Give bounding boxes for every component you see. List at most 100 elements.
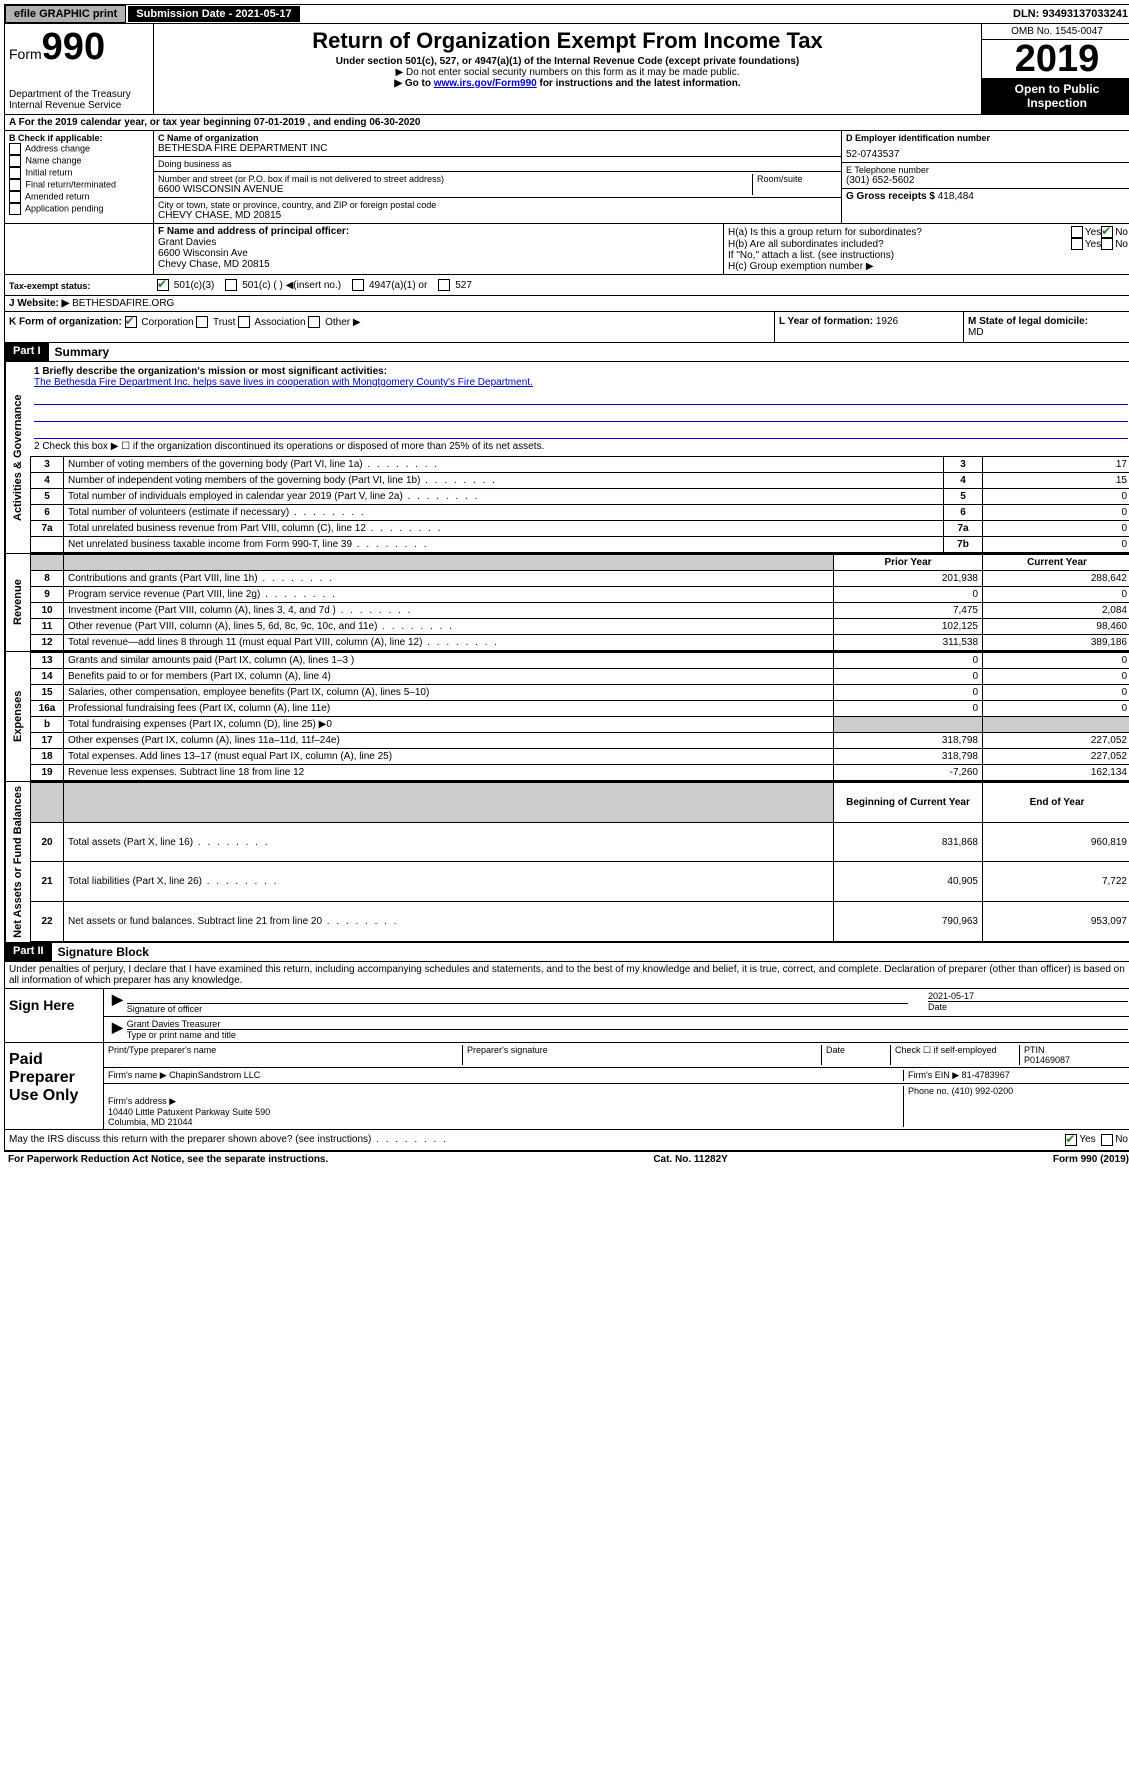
paid-preparer-block: Paid Preparer Use Only Print/Type prepar… bbox=[4, 1043, 1129, 1130]
date-label: Date bbox=[928, 1002, 1128, 1012]
tax-status-checkbox[interactable] bbox=[352, 279, 364, 291]
arrow-icon2: ▶ bbox=[108, 1019, 127, 1040]
no-label: No bbox=[1115, 227, 1128, 238]
checkbox[interactable] bbox=[9, 167, 21, 179]
org-form-checkbox[interactable] bbox=[308, 316, 320, 328]
label-phone: E Telephone number bbox=[846, 165, 1128, 175]
footer-left: For Paperwork Reduction Act Notice, see … bbox=[8, 1154, 328, 1165]
line-desc: Total liabilities (Part X, line 26) bbox=[64, 862, 834, 902]
line-num: 17 bbox=[31, 733, 64, 749]
line1-label: 1 Briefly describe the organization's mi… bbox=[34, 366, 1128, 377]
line-desc: Total expenses. Add lines 13–17 (must eq… bbox=[64, 749, 834, 765]
line-num: 14 bbox=[31, 669, 64, 685]
line-prior: 831,868 bbox=[834, 822, 983, 862]
part1-header-row: Part I Summary bbox=[4, 343, 1129, 362]
line-box: 7b bbox=[944, 537, 983, 553]
box-b-item: Initial return bbox=[9, 167, 149, 179]
discuss-no-checkbox[interactable] bbox=[1101, 1134, 1113, 1146]
line-num: 15 bbox=[31, 685, 64, 701]
line-prior bbox=[834, 717, 983, 733]
ptin-label: PTIN bbox=[1024, 1045, 1124, 1055]
hdr-blank bbox=[31, 783, 64, 823]
part2-title: Signature Block bbox=[52, 943, 155, 961]
line-val: 17 bbox=[983, 457, 1129, 473]
header-center: Return of Organization Exempt From Incom… bbox=[154, 24, 981, 114]
perjury-statement: Under penalties of perjury, I declare th… bbox=[4, 962, 1129, 989]
org-name: BETHESDA FIRE DEPARTMENT INC bbox=[158, 143, 837, 154]
discuss-yes: Yes bbox=[1079, 1134, 1095, 1146]
org-form-checkbox[interactable] bbox=[238, 316, 250, 328]
line-num: 22 bbox=[31, 902, 64, 942]
line-desc: Revenue less expenses. Subtract line 18 … bbox=[64, 765, 834, 781]
prep-date-label: Date bbox=[822, 1045, 891, 1065]
irs-link[interactable]: www.irs.gov/Form990 bbox=[434, 78, 537, 89]
box-c: C Name of organization BETHESDA FIRE DEP… bbox=[154, 131, 842, 223]
line-current: 162,134 bbox=[983, 765, 1129, 781]
prep-sig-label: Preparer's signature bbox=[467, 1045, 817, 1055]
part1-net: Net Assets or Fund Balances Beginning of… bbox=[4, 782, 1129, 943]
line-current: 960,819 bbox=[983, 822, 1129, 862]
box-b-title: B Check if applicable: bbox=[9, 133, 149, 143]
phone: (301) 652-5602 bbox=[846, 175, 1128, 186]
checkbox[interactable] bbox=[9, 191, 21, 203]
ha-no-checkbox[interactable] bbox=[1101, 226, 1113, 238]
tax-status-checkbox[interactable] bbox=[157, 279, 169, 291]
firm-ein: 81-4783967 bbox=[962, 1070, 1010, 1080]
footer-center: Cat. No. 11282Y bbox=[653, 1154, 727, 1165]
col-prior: Prior Year bbox=[834, 555, 983, 571]
line-box: 4 bbox=[944, 473, 983, 489]
h-c: H(c) Group exemption number ▶ bbox=[728, 261, 1128, 272]
line-num: 11 bbox=[31, 619, 64, 635]
org-form-checkbox[interactable] bbox=[125, 316, 137, 328]
checkbox[interactable] bbox=[9, 203, 21, 215]
checkbox[interactable] bbox=[9, 143, 21, 155]
ha-yes-checkbox[interactable] bbox=[1071, 226, 1083, 238]
part2-badge: Part II bbox=[5, 943, 52, 961]
line-val: 0 bbox=[983, 489, 1129, 505]
spacer-b bbox=[5, 224, 153, 274]
org-form-checkbox[interactable] bbox=[196, 316, 208, 328]
line-num: 19 bbox=[31, 765, 64, 781]
line-desc: Net unrelated business taxable income fr… bbox=[64, 537, 944, 553]
website: BETHESDAFIRE.ORG bbox=[72, 298, 174, 309]
org-form-option: Association bbox=[238, 317, 308, 328]
line-current: 0 bbox=[983, 653, 1129, 669]
part1-title: Summary bbox=[49, 343, 116, 361]
hb-no-checkbox[interactable] bbox=[1101, 238, 1113, 250]
checkbox[interactable] bbox=[9, 155, 21, 167]
line-current: 2,084 bbox=[983, 603, 1129, 619]
line-prior: 0 bbox=[834, 701, 983, 717]
mission-blank3 bbox=[34, 424, 1128, 439]
label-org-name: C Name of organization bbox=[158, 133, 837, 143]
efile-button[interactable]: efile GRAPHIC print bbox=[5, 5, 126, 23]
line-prior: 102,125 bbox=[834, 619, 983, 635]
checkbox[interactable] bbox=[9, 179, 21, 191]
form-title: Return of Organization Exempt From Incom… bbox=[158, 28, 977, 54]
tax-period: A For the 2019 calendar year, or tax yea… bbox=[4, 115, 1129, 131]
part1-revenue: Revenue Prior YearCurrent Year8Contribut… bbox=[4, 554, 1129, 652]
line-prior: 0 bbox=[834, 669, 983, 685]
tax-status-checkbox[interactable] bbox=[438, 279, 450, 291]
line-prior: 0 bbox=[834, 587, 983, 603]
line-desc: Number of voting members of the governin… bbox=[64, 457, 944, 473]
department: Department of the Treasury Internal Reve… bbox=[9, 89, 149, 111]
discuss-yes-checkbox[interactable] bbox=[1065, 1134, 1077, 1146]
line-num: 9 bbox=[31, 587, 64, 603]
line-desc: Total number of volunteers (estimate if … bbox=[64, 505, 944, 521]
line-val: 0 bbox=[983, 521, 1129, 537]
tax-status-checkbox[interactable] bbox=[225, 279, 237, 291]
header-right: OMB No. 1545-0047 2019 Open to Public In… bbox=[981, 24, 1129, 114]
firm-phone: (410) 992-0200 bbox=[952, 1086, 1014, 1096]
hb-yes-checkbox[interactable] bbox=[1071, 238, 1083, 250]
form-subtitle: Under section 501(c), 527, or 4947(a)(1)… bbox=[158, 56, 977, 67]
org-form-option: Other ▶ bbox=[308, 317, 360, 328]
street-address: 6600 WISCONSIN AVENUE bbox=[158, 184, 748, 195]
firm-name: ChapinSandstrom LLC bbox=[169, 1070, 260, 1080]
label-gross: G Gross receipts $ bbox=[846, 191, 938, 202]
sign-here-block: Sign Here ▶ Signature of officer 2021-05… bbox=[4, 989, 1129, 1043]
submission-date: Submission Date - 2021-05-17 bbox=[128, 6, 299, 22]
officer-signature-line[interactable] bbox=[127, 991, 908, 1004]
yes-label2: Yes bbox=[1085, 239, 1101, 250]
h-b: H(b) Are all subordinates included? bbox=[728, 239, 1071, 250]
line-num: 3 bbox=[31, 457, 64, 473]
